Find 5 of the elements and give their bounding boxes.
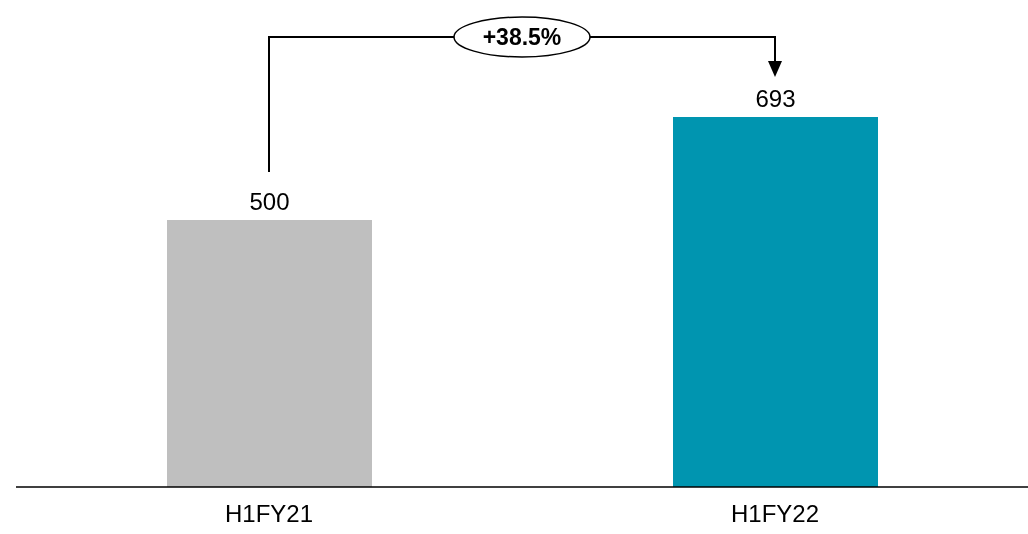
data-label: 500: [249, 188, 290, 215]
x-tick-label: H1FY21: [224, 500, 314, 528]
text: +38.5%: [482, 24, 562, 50]
data-label: 693: [755, 84, 796, 112]
x-tick-label: H1FY22: [730, 500, 820, 528]
